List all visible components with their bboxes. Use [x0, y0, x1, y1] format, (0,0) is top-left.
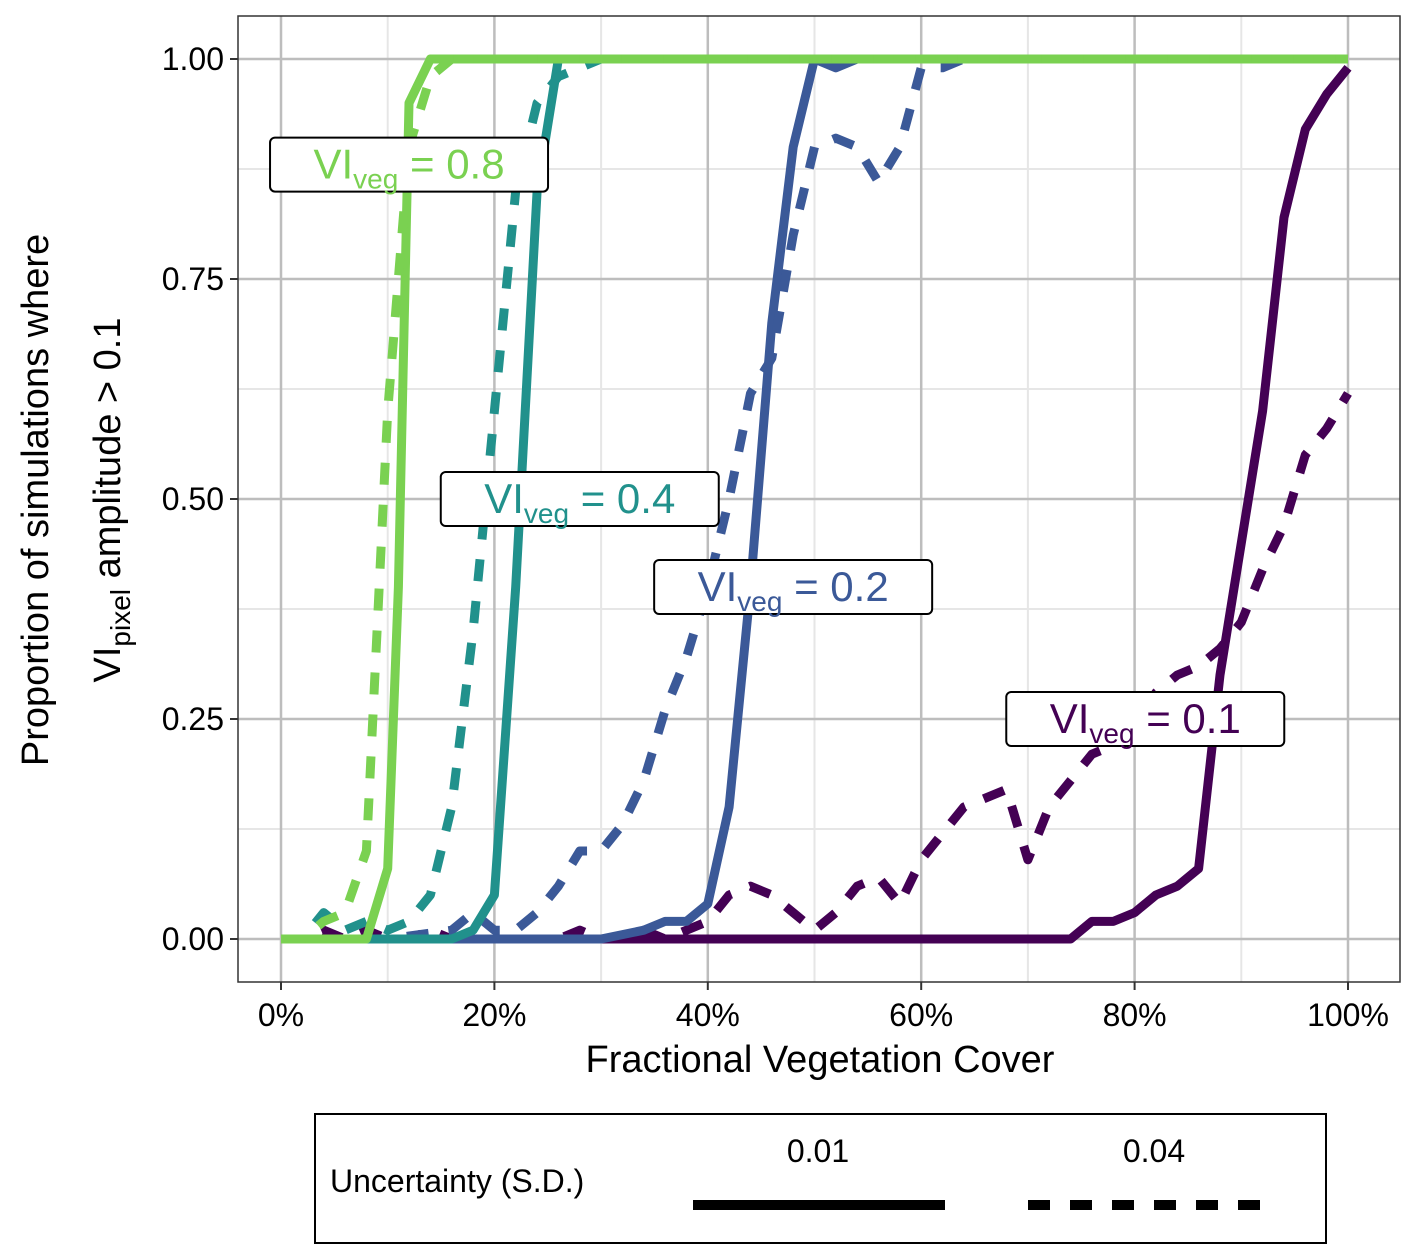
y-axis-title-line1: Proportion of simulations where	[15, 234, 57, 766]
legend-box	[314, 1113, 1327, 1244]
annotation-label-3: VIveg = 0.1	[1050, 695, 1241, 749]
y-tick-label-2: 0.50	[162, 481, 224, 517]
x-tick-label-4: 80%	[1103, 997, 1167, 1033]
annotation-vi-1: VIveg = 0.4	[439, 471, 720, 529]
x-tick-label-3: 60%	[889, 997, 953, 1033]
series-lines	[281, 54, 1352, 944]
series-line-vi-0.2-sd-0.01	[281, 54, 1348, 944]
x-axis-title: Fractional Vegetation Cover	[586, 1039, 1055, 1081]
annotation-vi-0: VIveg = 0.8	[269, 136, 550, 195]
legend-label-solid: 0.01	[787, 1133, 849, 1169]
y-axis-title-line2: VIpixel amplitude > 0.1	[87, 318, 136, 683]
series-line-vi-0.8-sd-0.04	[281, 54, 1348, 944]
x-tick-label-0: 0%	[258, 997, 304, 1033]
annotation-label-2: VIveg = 0.2	[698, 563, 889, 617]
axis-ticks: 0% 20% 40% 60% 80% 100% 0.00 0.25 0.50 0.75 1.00	[162, 41, 1389, 1033]
curve-annotations: VIveg = 0.8 VIveg = 0.4 VIveg = 0.2 VIveg =…	[269, 136, 1286, 749]
y-tick-label-0: 0.00	[162, 921, 224, 957]
x-tick-label-5: 100%	[1307, 997, 1389, 1033]
annotation-box-0	[269, 136, 550, 193]
annotation-box-2	[653, 559, 934, 615]
y-tick-label-1: 0.25	[162, 701, 224, 737]
series-line-vi-0.1-sd-0.01	[281, 64, 1352, 944]
legend: Uncertainty (S.D.) 0.01 0.04	[314, 1113, 1327, 1244]
annotation-label-1: VIveg = 0.4	[484, 475, 675, 529]
legend-label-dashed: 0.04	[1123, 1133, 1185, 1169]
y-tick-label-3: 0.75	[162, 261, 224, 297]
series-line-vi-0.4-sd-0.04	[281, 54, 1348, 944]
x-tick-label-2: 40%	[676, 997, 740, 1033]
x-tick-label-1: 20%	[462, 997, 526, 1033]
y-tick-label-4: 1.00	[162, 41, 224, 77]
y-axis-title: Proportion of simulations where VIpixel …	[15, 234, 136, 766]
annotation-vi-2: VIveg = 0.2	[653, 559, 934, 617]
legend-title: Uncertainty (S.D.)	[330, 1163, 584, 1199]
series-line-vi-0.8-sd-0.01	[281, 54, 1348, 944]
annotation-label-0: VIveg = 0.8	[313, 141, 504, 195]
annotation-box-3	[1005, 691, 1286, 747]
annotation-box-1	[439, 471, 720, 527]
series-line-vi-0.2-sd-0.04	[281, 54, 1348, 944]
annotation-vi-3: VIveg = 0.1	[1005, 691, 1286, 749]
